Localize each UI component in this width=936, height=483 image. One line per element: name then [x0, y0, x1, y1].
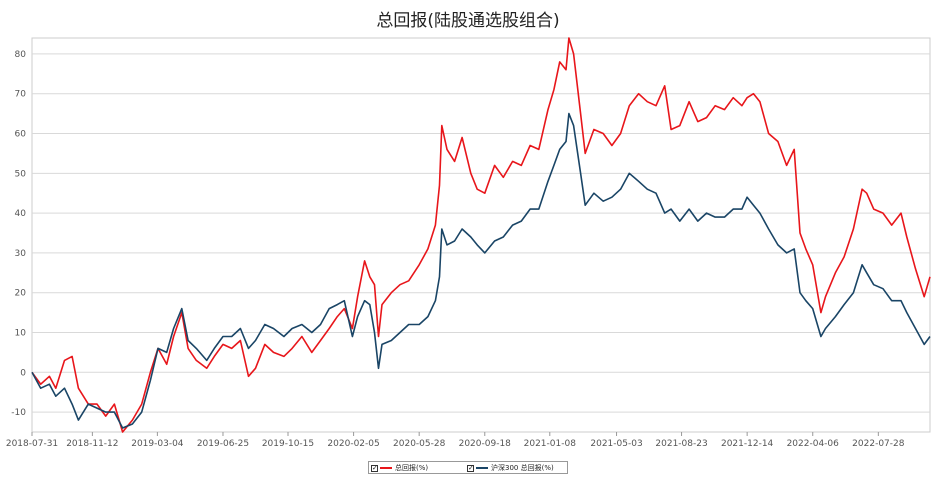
x-tick-label: 2021-01-08 [524, 439, 577, 449]
plot-area [31, 37, 931, 433]
legend-item-portfolio[interactable]: ✓ 总回报(%) [371, 463, 428, 473]
chart-title: 总回报(陆股通选股组合) [376, 11, 560, 31]
legend-swatch [476, 467, 488, 469]
x-tick-label: 2021-08-23 [655, 439, 707, 449]
y-tick-label: 70 [15, 90, 27, 100]
y-tick-label: 40 [15, 209, 27, 219]
x-tick-label: 2020-09-18 [459, 439, 512, 449]
legend: ✓ 总回报(%) ✓ 沪深300 总回报(%) [368, 461, 568, 474]
x-tick-label: 2019-10-15 [262, 439, 314, 449]
x-tick-label: 2022-04-06 [787, 439, 840, 449]
y-tick-label: 60 [15, 130, 27, 140]
x-tick-label: 2021-12-14 [721, 439, 774, 449]
y-tick-label: 30 [15, 249, 27, 259]
y-tick-label: 10 [15, 329, 27, 339]
x-tick-label: 2019-06-25 [197, 439, 249, 449]
y-tick-label: 50 [15, 169, 27, 179]
y-tick-label: -10 [11, 408, 26, 418]
x-tick-label: 2019-03-04 [131, 439, 184, 449]
legend-swatch [380, 467, 392, 469]
x-tick-label: 2020-05-28 [393, 439, 446, 449]
x-tick-label: 2020-02-05 [327, 439, 379, 449]
y-tick-label: 80 [15, 50, 27, 60]
x-tick-label: 2018-11-12 [66, 439, 118, 449]
y-tick-label: 0 [20, 368, 26, 378]
grid-layer [31, 37, 931, 433]
legend-item-hs300[interactable]: ✓ 沪深300 总回报(%) [467, 463, 554, 473]
checkbox-icon[interactable]: ✓ [371, 463, 378, 472]
legend-label: 沪深300 总回报(%) [491, 464, 554, 472]
y-tick-label: 20 [15, 289, 27, 299]
x-tick-label: 2021-05-03 [590, 439, 642, 449]
axis-layer: -10 0 10 20 30 40 50 60 70 80 2018-07-31 2018-11-12… [6, 50, 905, 449]
checkbox-icon[interactable]: ✓ [467, 463, 474, 472]
x-tick-label: 2018-07-31 [6, 439, 58, 449]
series-line-1 [31, 112, 931, 429]
series-layer [31, 37, 931, 433]
x-tick-label: 2022-07-28 [852, 439, 905, 449]
series-line-0 [31, 37, 931, 433]
legend-label: 总回报(%) [395, 464, 429, 472]
